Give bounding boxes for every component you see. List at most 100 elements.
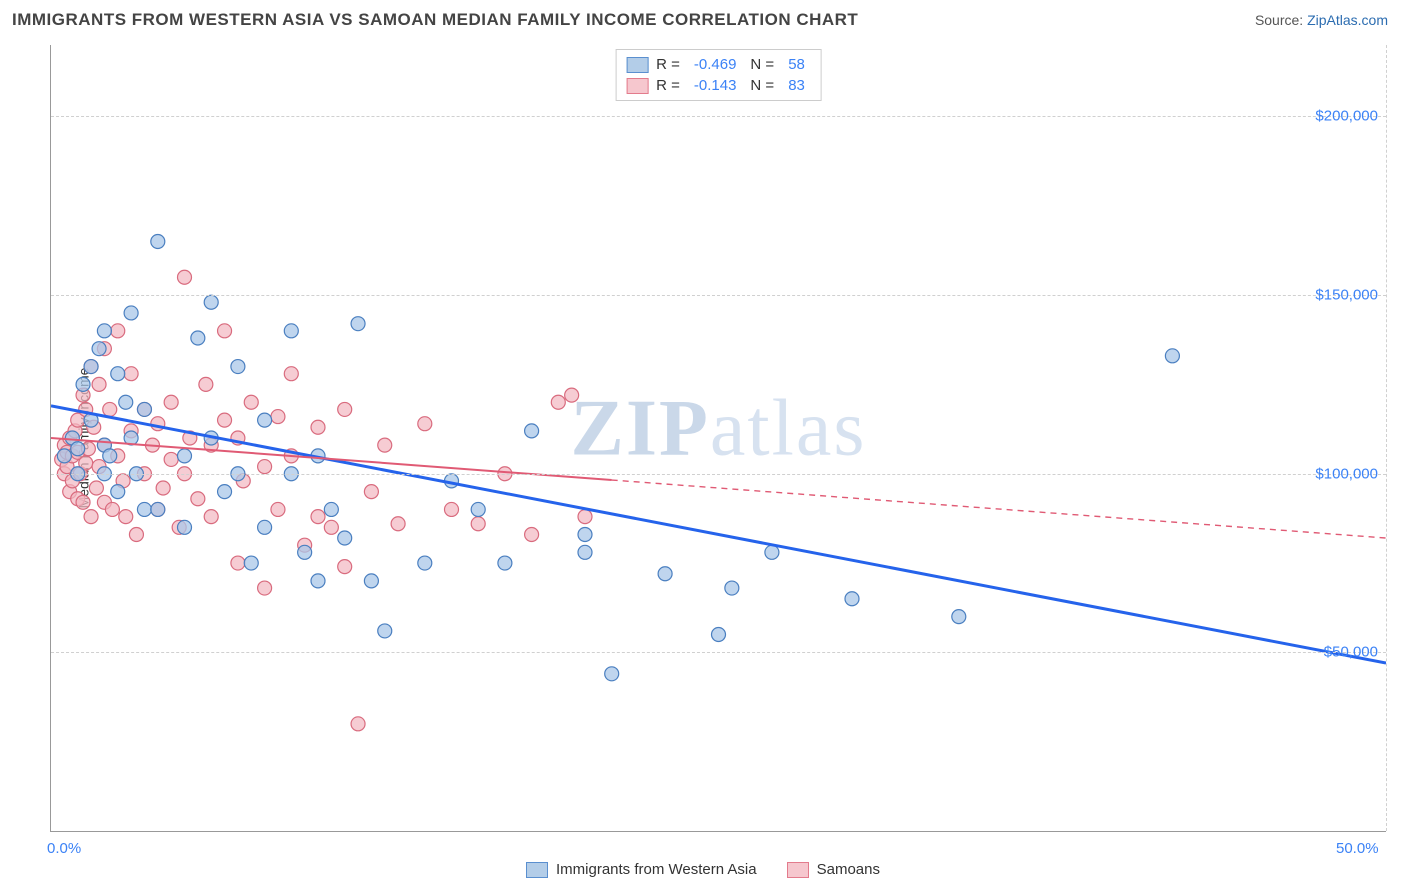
data-point[interactable] [284,367,298,381]
data-point[interactable] [338,402,352,416]
source-link[interactable]: ZipAtlas.com [1307,12,1388,28]
data-point[interactable] [565,388,579,402]
data-point[interactable] [191,492,205,506]
data-point[interactable] [137,402,151,416]
data-point[interactable] [76,495,90,509]
data-point[interactable] [218,485,232,499]
data-point[interactable] [92,342,106,356]
data-point[interactable] [204,510,218,524]
data-point[interactable] [324,520,338,534]
data-point[interactable] [578,510,592,524]
data-point[interactable] [124,367,138,381]
data-point[interactable] [418,556,432,570]
data-point[interactable] [119,510,133,524]
data-point[interactable] [199,377,213,391]
data-point[interactable] [311,449,325,463]
data-point[interactable] [71,442,85,456]
data-point[interactable] [298,545,312,559]
data-point[interactable] [145,438,159,452]
data-point[interactable] [525,424,539,438]
data-point[interactable] [164,395,178,409]
data-point[interactable] [231,431,245,445]
data-point[interactable] [258,581,272,595]
data-point[interactable] [151,417,165,431]
data-point[interactable] [445,474,459,488]
legend-label: Immigrants from Western Asia [556,861,757,878]
data-point[interactable] [845,592,859,606]
data-point[interactable] [137,502,151,516]
data-point[interactable] [525,527,539,541]
data-point[interactable] [311,510,325,524]
data-point[interactable] [244,556,258,570]
data-point[interactable] [578,527,592,541]
data-point[interactable] [218,413,232,427]
data-point[interactable] [178,520,192,534]
data-point[interactable] [76,377,90,391]
data-point[interactable] [156,481,170,495]
data-point[interactable] [178,449,192,463]
data-point[interactable] [418,417,432,431]
data-point[interactable] [271,410,285,424]
data-point[interactable] [204,295,218,309]
data-point[interactable] [84,510,98,524]
data-point[interactable] [725,581,739,595]
data-point[interactable] [364,574,378,588]
data-point[interactable] [84,360,98,374]
data-point[interactable] [658,567,672,581]
data-point[interactable] [311,574,325,588]
data-point[interactable] [89,481,103,495]
data-point[interactable] [378,624,392,638]
data-point[interactable] [578,545,592,559]
data-point[interactable] [952,610,966,624]
data-point[interactable] [311,420,325,434]
data-point[interactable] [183,431,197,445]
data-point[interactable] [84,413,98,427]
data-point[interactable] [712,628,726,642]
data-point[interactable] [1165,349,1179,363]
data-point[interactable] [124,306,138,320]
data-point[interactable] [338,531,352,545]
data-point[interactable] [471,502,485,516]
data-point[interactable] [178,270,192,284]
data-point[interactable] [351,717,365,731]
data-point[interactable] [191,331,205,345]
data-point[interactable] [378,438,392,452]
data-point[interactable] [284,324,298,338]
data-point[interactable] [164,452,178,466]
data-point[interactable] [92,377,106,391]
data-point[interactable] [231,556,245,570]
data-point[interactable] [57,449,71,463]
data-point[interactable] [498,556,512,570]
data-point[interactable] [765,545,779,559]
data-point[interactable] [111,485,125,499]
data-point[interactable] [244,395,258,409]
data-point[interactable] [338,560,352,574]
data-point[interactable] [151,235,165,249]
data-point[interactable] [605,667,619,681]
data-point[interactable] [284,449,298,463]
data-point[interactable] [97,324,111,338]
data-point[interactable] [351,317,365,331]
data-point[interactable] [324,502,338,516]
data-point[interactable] [271,502,285,516]
data-point[interactable] [258,460,272,474]
data-point[interactable] [471,517,485,531]
data-point[interactable] [103,402,117,416]
data-point[interactable] [103,449,117,463]
data-point[interactable] [391,517,405,531]
data-point[interactable] [105,502,119,516]
data-point[interactable] [129,527,143,541]
data-point[interactable] [124,431,138,445]
data-point[interactable] [151,502,165,516]
data-point[interactable] [258,520,272,534]
data-point[interactable] [551,395,565,409]
data-point[interactable] [119,395,133,409]
data-point[interactable] [445,502,459,516]
data-point[interactable] [111,367,125,381]
data-point[interactable] [258,413,272,427]
data-point[interactable] [204,431,218,445]
data-point[interactable] [218,324,232,338]
data-point[interactable] [231,360,245,374]
data-point[interactable] [111,324,125,338]
data-point[interactable] [364,485,378,499]
